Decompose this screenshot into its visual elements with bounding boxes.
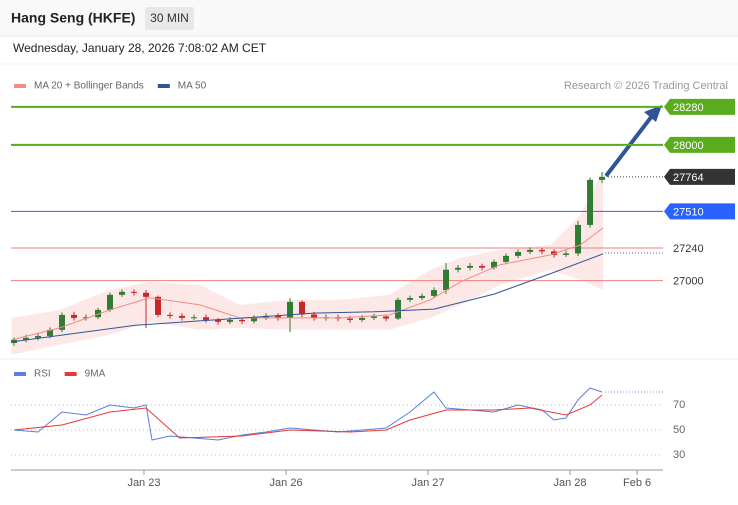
candle-body [515,251,522,256]
x-tick-label: Jan 26 [270,477,303,489]
candle-body [191,317,198,319]
candle-body [359,317,366,320]
candle-body [467,265,474,268]
legend-swatch [14,372,26,376]
candle-body [563,253,570,255]
x-tick-label: Jan 27 [412,477,445,489]
candle-body [479,265,486,268]
candle-body [23,337,30,340]
legend-label: 9MA [85,369,106,380]
level-label: 27510 [673,206,704,218]
candle-body [155,296,162,315]
level-label: 27240 [673,243,704,255]
timeframe-badge [145,7,194,30]
candle-body [299,301,306,315]
candle-body [143,292,150,297]
candle-body [575,224,582,254]
candle-body [203,317,210,320]
candle-body [227,319,234,322]
candle-body [107,294,114,310]
candle-body [251,317,258,322]
candle-body [395,299,402,319]
level-box [664,168,735,185]
candle-body [407,297,414,300]
candle-body [503,255,510,262]
candle-body [287,301,294,318]
legend-swatch [64,372,77,376]
candle-body [119,291,126,295]
header-bar [0,0,738,36]
candle-body [455,267,462,270]
candle-body [347,318,354,320]
candle-body [527,249,534,252]
candle-body [587,179,594,225]
candle-body [59,314,66,330]
candle-body [215,319,222,322]
candle-body [491,261,498,268]
watermark: Research © 2026 Trading Central [564,80,728,92]
y-tick-label: 70 [673,399,685,411]
x-tick-label: Feb 6 [623,477,651,489]
legend-label: RSI [34,369,51,380]
y-tick-label: 30 [673,449,685,461]
x-tick-label: Jan 23 [127,477,160,489]
level-label: 28000 [673,140,704,152]
datetime: Wednesday, January 28, 2026 7:08:02 AM C… [13,41,267,55]
y-tick-label: 50 [673,424,685,436]
candle-body [431,290,438,296]
candle-body [383,316,390,319]
legend-label: MA 50 [178,81,207,92]
candle-body [83,317,90,319]
candle-body [239,319,246,322]
level-box [664,98,735,115]
candle-body [131,291,138,293]
candle-body [95,309,102,318]
forecast-arrow [604,114,654,178]
candle-body [419,295,426,298]
candle-body [35,335,42,338]
candle-body [167,314,174,316]
title: Hang Seng (HKFE) [11,10,135,26]
candle-body [311,314,318,318]
candle-body [443,269,450,291]
legend-swatch [14,84,26,88]
level-label: 27764 [673,172,704,184]
rsi-line [13,394,603,439]
candle-body [551,251,558,255]
level-box [664,136,735,153]
candle-body [71,314,78,318]
level-label: 27000 [673,275,704,287]
legend-label: MA 20 + Bollinger Bands [34,81,144,92]
ma-line [11,227,604,341]
candle-body [539,249,546,252]
legend-swatch [157,84,170,88]
candle-body [275,315,282,318]
candle-body [599,176,606,180]
level-label: 28280 [673,102,704,114]
timeframe: 30 MIN [150,11,189,25]
candle-body [47,329,54,336]
forecast-arrow-head [644,105,662,122]
candle-body [371,316,378,318]
x-tick-label: Jan 28 [553,477,586,489]
level-box [664,203,735,220]
ma-line [11,253,604,343]
candle-body [179,315,186,318]
